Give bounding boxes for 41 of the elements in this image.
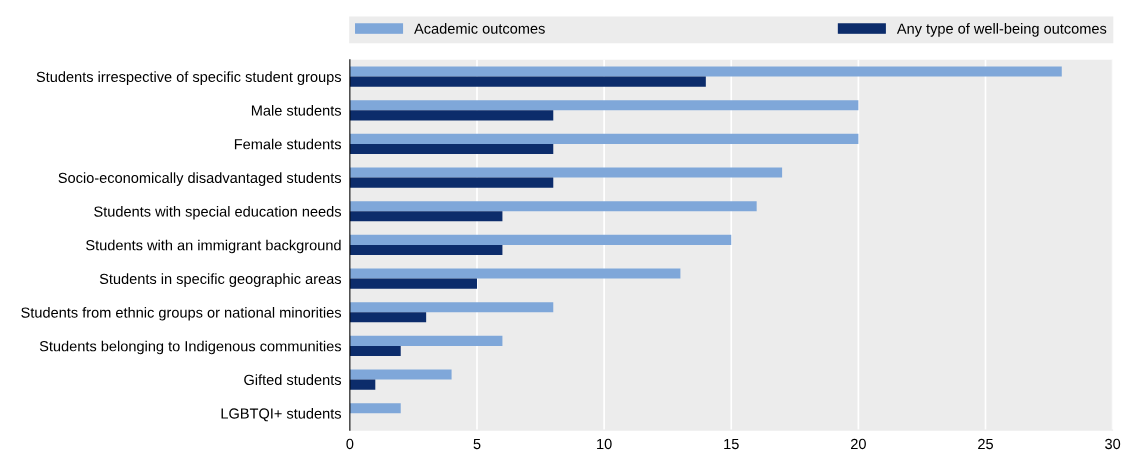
bar <box>349 177 554 188</box>
x-tick-label: 25 <box>978 438 993 450</box>
y-tick-label: Students from ethnic groups or national minorities <box>21 306 342 321</box>
bar <box>349 167 783 178</box>
bar <box>349 403 401 414</box>
bar <box>349 66 1062 77</box>
y-tick-label: Gifted students <box>244 374 342 386</box>
y-tick-label: Students irrespective of specific student groups <box>36 71 342 85</box>
bar <box>349 201 757 212</box>
legend-label: Any type of well-being outcomes <box>896 23 1107 37</box>
bar <box>349 379 376 390</box>
y-tick-label: Students with an immigrant background <box>86 239 341 254</box>
bar <box>349 302 554 313</box>
x-tick-label: 20 <box>851 438 866 450</box>
y-tick-label: Socio-economically disadvantaged students <box>58 172 342 186</box>
y-tick-label: LGBTQI+ students <box>221 407 342 422</box>
y-tick-label: Female students <box>234 138 342 150</box>
x-tick-label: 15 <box>724 438 739 450</box>
bar <box>349 234 732 245</box>
legend-label: Academic outcomes <box>414 23 545 34</box>
bar <box>349 312 427 323</box>
bar <box>349 278 477 289</box>
y-tick-label: Students belonging to Indigenous communities <box>39 340 342 355</box>
y-tick-label: Students in specific geographic areas <box>99 273 342 287</box>
bar <box>349 211 503 222</box>
bar <box>349 143 554 155</box>
bar <box>349 76 706 87</box>
x-tick-label: 10 <box>597 438 612 450</box>
bar <box>349 133 859 144</box>
bar <box>349 110 554 121</box>
x-tick-label: 5 <box>473 438 481 450</box>
bar <box>349 369 452 380</box>
bar <box>349 100 859 111</box>
x-tick-label: 0 <box>346 438 354 450</box>
bar <box>349 268 681 279</box>
x-tick-label: 30 <box>1105 438 1121 450</box>
y-tick-label: Male students <box>251 104 342 116</box>
bar <box>349 244 503 256</box>
y-tick-label: Students with special education needs <box>94 205 342 220</box>
bar <box>349 335 503 346</box>
bar <box>349 345 401 357</box>
